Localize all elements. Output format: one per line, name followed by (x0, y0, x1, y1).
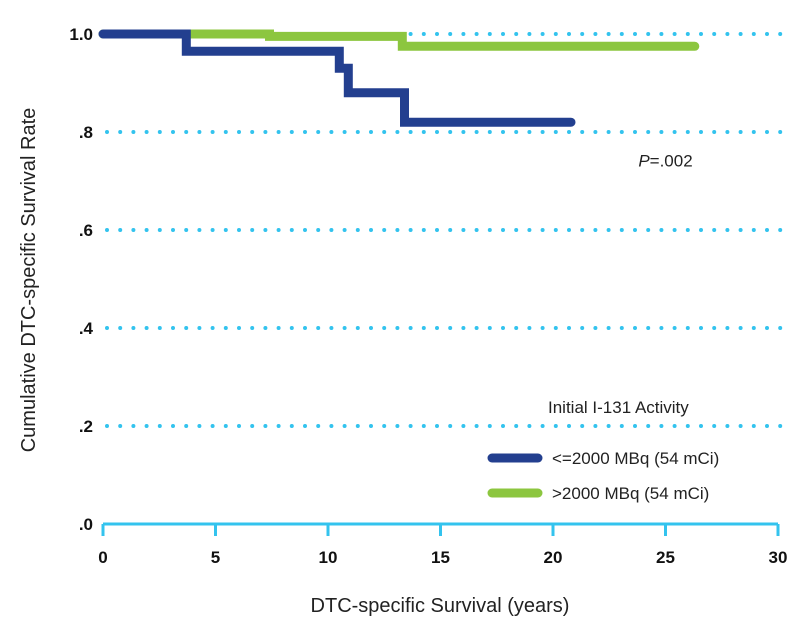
x-tick-label-2: 10 (319, 548, 338, 567)
p-value-italic: P (638, 151, 650, 170)
x-axis-title: DTC-specific Survival (years) (311, 595, 570, 617)
p-value-rest: =.002 (650, 151, 693, 170)
series-line-1 (98, 29, 700, 51)
y-tick-label-2: .4 (79, 319, 94, 338)
y-tick-label-4: .8 (79, 123, 93, 142)
x-tick-label-5: 25 (656, 548, 675, 567)
y-tick-label-5: 1.0 (69, 25, 93, 44)
legend-title: Initial I-131 Activity (548, 398, 689, 417)
legend-label-high-activity: >2000 MBq (54 mCi) (552, 484, 709, 503)
y-tick-label-3: .6 (79, 221, 93, 240)
x-axis (101, 522, 780, 536)
grid-lines (105, 32, 784, 428)
series-line-0 (98, 29, 576, 127)
x-tick-label-3: 15 (431, 548, 450, 567)
x-tick-label-4: 20 (544, 548, 563, 567)
x-tick-label-1: 5 (211, 548, 220, 567)
x-tick-label-0: 0 (98, 548, 107, 567)
legend: Initial I-131 Activity <=2000 MBq (54 mC… (487, 398, 719, 503)
x-tick-label-6: 30 (769, 548, 788, 567)
y-axis-title: Cumulative DTC-specific Survival Rate (18, 108, 40, 453)
tick-labels: 0 5 10 15 20 25 30 .0 .2 .4 .6 .8 1.0 (69, 25, 787, 567)
p-value-annotation: P=.002 (638, 151, 692, 170)
y-tick-label-0: .0 (79, 515, 93, 534)
y-tick-label-1: .2 (79, 417, 93, 436)
legend-label-low-activity: <=2000 MBq (54 mCi) (552, 449, 719, 468)
series-lines (98, 29, 700, 127)
